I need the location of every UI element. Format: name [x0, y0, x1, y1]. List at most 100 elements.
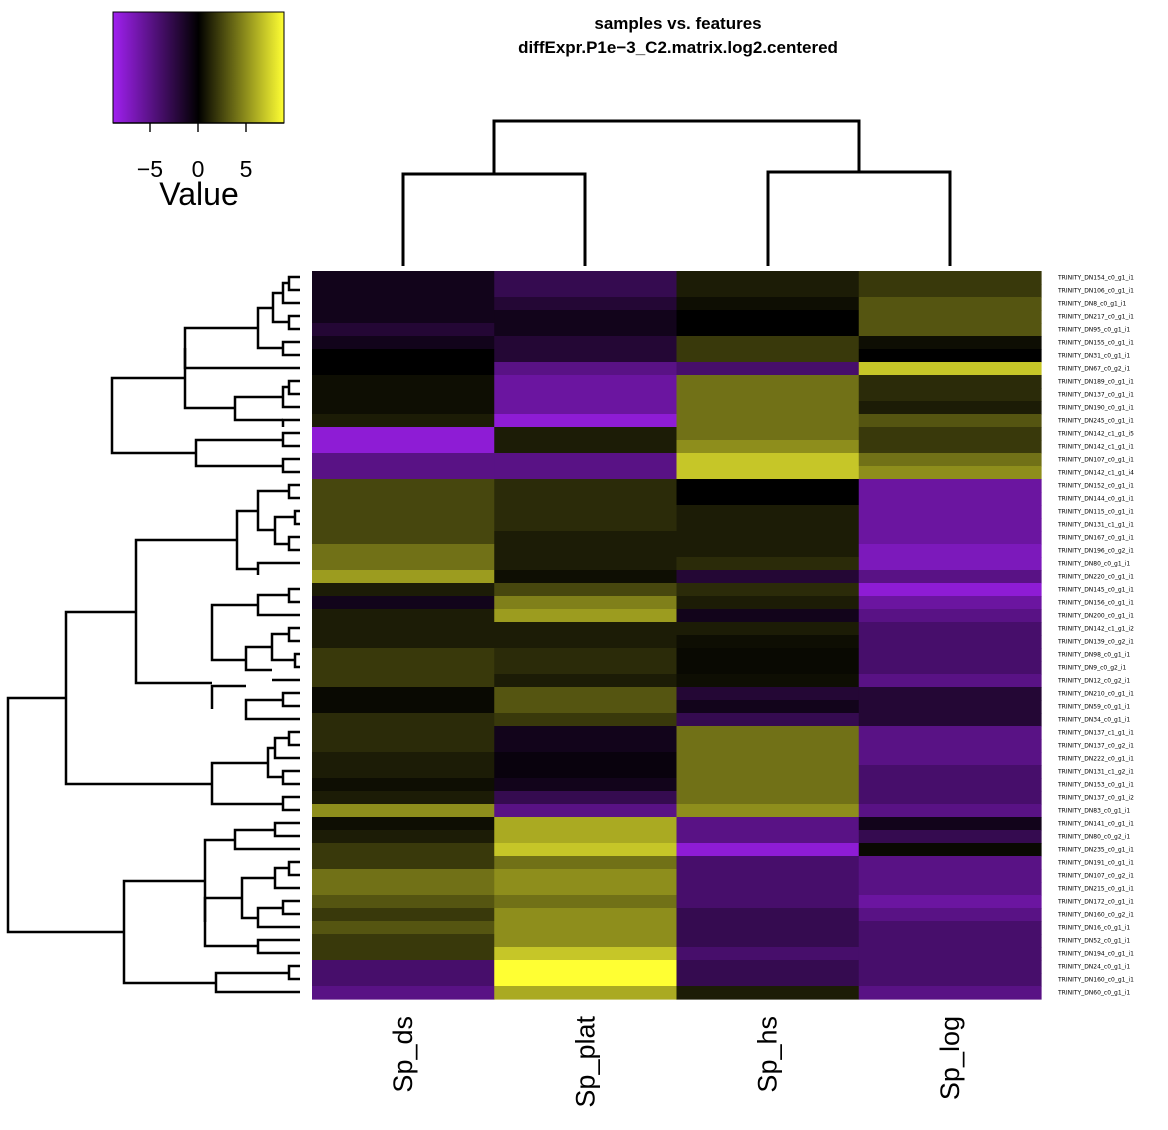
heatmap-cell: [312, 661, 495, 675]
heatmap-cell: [312, 895, 495, 909]
column-dendrogram: [401, 119, 952, 266]
heatmap-cell: [858, 453, 1042, 467]
heatmap-cell: [494, 986, 678, 1000]
row-dendrogram-branch: [271, 291, 289, 324]
column-label: Sp_plat: [570, 1016, 600, 1108]
row-label: TRINITY_DN83_c0_g1_i1: [1057, 808, 1130, 815]
heatmap-cell: [676, 310, 860, 324]
heatmap-cell: [494, 323, 678, 337]
heatmap-cell: [676, 388, 860, 402]
heatmap-cell: [676, 349, 860, 363]
heatmap-cell: [676, 921, 860, 935]
row-dendrogram-branch: [287, 379, 300, 396]
heatmap-cell: [312, 986, 495, 1000]
row-dendrogram-branch: [210, 603, 258, 662]
heatmap-cell: [858, 479, 1042, 493]
heatmap-cell: [312, 388, 495, 402]
heatmap-cell: [494, 830, 678, 844]
row-dendrogram-branch: [6, 696, 124, 934]
heatmap-cell: [312, 648, 495, 662]
row-dendrogram-branch: [281, 418, 300, 427]
row-label: TRINITY_DN155_c0_g1_i1: [1057, 340, 1134, 347]
heatmap-cell: [494, 726, 678, 740]
chart-subtitle: diffExpr.P1e−3_C2.matrix.log2.centered: [518, 38, 838, 57]
heatmap-cell: [858, 427, 1042, 441]
row-label: TRINITY_DN52_c0_g1_i1: [1057, 938, 1130, 945]
heatmap-cell: [312, 518, 495, 532]
row-label: TRINITY_DN16_c0_g1_i1: [1057, 925, 1130, 932]
heatmap-cell: [494, 401, 678, 415]
row-dendrogram-branch: [244, 645, 272, 672]
heatmap-cell: [494, 336, 678, 350]
row-label: TRINITY_DN80_c0_g2_i1: [1057, 834, 1130, 841]
heatmap-cell: [494, 973, 678, 987]
heatmap-cell: [858, 817, 1042, 831]
heatmap-cell: [494, 284, 678, 298]
row-dendrogram-branch: [281, 691, 300, 708]
row-label: TRINITY_DN106_c0_g1_i1: [1057, 288, 1134, 295]
heatmap-cell: [858, 778, 1042, 792]
heatmap-cell: [676, 375, 860, 389]
heatmap-cell: [312, 349, 495, 363]
heatmap-cell: [494, 518, 678, 532]
heatmap-cell: [494, 648, 678, 662]
row-dendrogram-branch: [281, 385, 300, 409]
heatmap-cell: [858, 336, 1042, 350]
heatmap-cell: [676, 908, 860, 922]
heatmap-cell: [858, 323, 1042, 337]
color-key-label: Value: [159, 176, 238, 212]
heatmap-cell: [312, 947, 495, 961]
row-dendrogram-branch: [256, 561, 300, 575]
heatmap-cell: [494, 739, 678, 753]
heatmap-cell: [494, 804, 678, 818]
heatmap-cell: [676, 518, 860, 532]
heatmap-cell: [858, 973, 1042, 987]
row-label: TRINITY_DN153_c0_g1_i1: [1057, 782, 1134, 789]
row-dendrogram-branch: [281, 431, 300, 448]
row-label: TRINITY_DN220_c0_g1_i1: [1057, 574, 1134, 581]
heatmap-cell: [676, 284, 860, 298]
heatmap-cell: [494, 596, 678, 610]
heatmap-cell: [494, 947, 678, 961]
row-dendrogram-branch: [64, 610, 212, 786]
row-dendrogram-branch: [256, 306, 283, 350]
heatmap-cell: [494, 765, 678, 779]
row-dendrogram-branch: [281, 795, 300, 812]
heatmap-cell: [676, 752, 860, 766]
row-label: TRINITY_DN98_c0_g1_i1: [1057, 652, 1130, 659]
heatmap-cell: [676, 778, 860, 792]
heatmap-cell: [858, 544, 1042, 558]
heatmap-cell: [676, 934, 860, 948]
row-dendrogram-branch: [281, 899, 300, 916]
heatmap-cell: [858, 726, 1042, 740]
heatmap-cell: [858, 388, 1042, 402]
heatmap-cell: [858, 596, 1042, 610]
row-label: TRINITY_DN137_c0_g1_i2: [1057, 795, 1134, 802]
row-label: TRINITY_DN142_c1_g1_i4: [1057, 470, 1134, 477]
row-label: TRINITY_DN34_c0_g1_i1: [1057, 717, 1130, 724]
row-dendrogram-branch: [287, 535, 300, 552]
heatmap-cell: [676, 986, 860, 1000]
heatmap-cell: [676, 427, 860, 441]
heatmap-cell: [494, 492, 678, 506]
row-label: TRINITY_DN8_c0_g1_i1: [1057, 301, 1127, 308]
heatmap-cell: [858, 609, 1042, 623]
heatmap-cell: [312, 843, 495, 857]
heatmap-cell: [494, 544, 678, 558]
row-dendrogram-branch: [235, 509, 258, 571]
heatmap-cell: [312, 830, 495, 844]
row-label: TRINITY_DN200_c0_g1_i1: [1057, 613, 1134, 620]
row-label: TRINITY_DN12_c0_g2_i1: [1057, 678, 1130, 685]
row-dendrogram-branch: [233, 828, 300, 851]
heatmap-cell: [676, 336, 860, 350]
row-dendrogram-branch: [210, 761, 283, 806]
heatmap-cell: [494, 895, 678, 909]
heatmap-cell: [494, 375, 678, 389]
heatmap-cell: [494, 817, 678, 831]
heatmap-cell: [858, 284, 1042, 298]
heatmap-cell: [676, 661, 860, 675]
heatmap-cell: [676, 401, 860, 415]
heatmap-cell: [676, 505, 860, 519]
heatmap-cell: [676, 739, 860, 753]
heatmap-cell: [494, 570, 678, 584]
